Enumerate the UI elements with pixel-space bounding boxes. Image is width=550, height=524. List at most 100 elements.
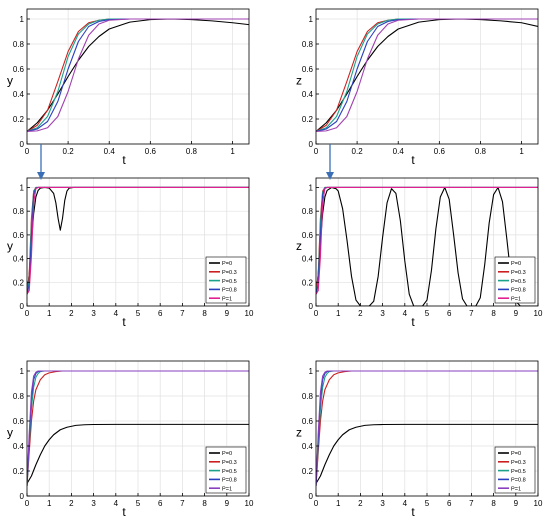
x-tick-label: 7 — [180, 309, 185, 318]
y-tick-label: 0.8 — [302, 40, 314, 49]
y-tick-label: 0.8 — [302, 392, 314, 401]
series-line-4 — [27, 370, 249, 487]
y-tick-label: 0 — [309, 140, 314, 149]
legend-label: P=0 — [222, 261, 232, 267]
x-tick-label: 3 — [91, 309, 96, 318]
x-tick-label: 7 — [469, 309, 474, 318]
x-tick-label: 3 — [380, 499, 385, 508]
y-axis-label: y — [7, 426, 13, 440]
y-tick-label: 0.6 — [13, 417, 25, 426]
x-tick-label: 4 — [403, 309, 408, 318]
x-tick-label: 0 — [314, 147, 319, 156]
legend-label: P=0.8 — [511, 288, 526, 294]
x-tick-label: 0.6 — [434, 147, 446, 156]
x-tick-label: 0 — [314, 499, 319, 508]
series-line-4 — [27, 18, 249, 133]
x-tick-label: 10 — [534, 309, 543, 318]
x-tick-label: 0.8 — [186, 147, 198, 156]
legend-label: P=0.8 — [222, 288, 237, 294]
x-tick-label: 6 — [158, 499, 163, 508]
series-line-0 — [316, 423, 538, 484]
x-tick-label: 4 — [114, 309, 119, 318]
y-tick-label: 0.2 — [13, 115, 25, 124]
y-tick-label: 0.2 — [13, 278, 25, 287]
x-tick-label: 9 — [225, 499, 230, 508]
x-tick-label: 8 — [202, 499, 207, 508]
x-tick-label: 1 — [336, 499, 341, 508]
x-axis-label: t — [411, 315, 415, 329]
legend-label: P=0.3 — [222, 460, 237, 466]
y-axis-label: z — [296, 239, 302, 253]
legend-label: P=0 — [511, 261, 521, 267]
series-line-0 — [316, 186, 538, 306]
chart-top-right: 0 0.2 0.4 0.6 0.8 1 0 0.2 0.4 0.6 0.8 1 t z — [296, 8, 539, 167]
legend-label: P=0.8 — [511, 478, 526, 484]
legend: P=0 P=0.3 P=0.5 P=0.8 P=1 — [205, 256, 247, 304]
plot-frame — [26, 8, 250, 145]
y-tick-label: 0.4 — [302, 442, 314, 451]
series-line-4 — [316, 370, 538, 487]
legend-label: P=0 — [511, 451, 521, 457]
y-tick-label: 1 — [20, 183, 25, 192]
x-tick-label: 8 — [491, 499, 496, 508]
x-tick-label: 5 — [136, 499, 141, 508]
y-tick-label: 0.2 — [302, 278, 314, 287]
x-tick-label: 0.2 — [352, 147, 364, 156]
legend-label: P=0.3 — [511, 270, 526, 276]
series-line-1 — [316, 18, 538, 132]
y-tick-label: 0.6 — [302, 417, 314, 426]
x-tick-label: 0 — [25, 309, 30, 318]
y-tick-label: 0.6 — [302, 65, 314, 74]
y-axis-label: z — [296, 74, 302, 88]
x-tick-label: 0 — [25, 147, 30, 156]
x-tick-label: 4 — [114, 499, 119, 508]
y-tick-label: 1 — [20, 15, 25, 24]
y-tick-label: 0.8 — [13, 207, 25, 216]
y-tick-label: 0 — [309, 302, 314, 311]
x-tick-label: 1 — [47, 309, 52, 318]
x-tick-label: 1 — [47, 499, 52, 508]
y-tick-label: 0 — [309, 492, 314, 501]
series-line-0 — [27, 18, 249, 132]
y-tick-label: 0 — [20, 492, 25, 501]
legend-label: P=1 — [222, 296, 232, 302]
legend-label: P=1 — [511, 296, 521, 302]
y-tick-label: 1 — [309, 183, 314, 192]
x-tick-label: 3 — [91, 499, 96, 508]
legend-label: P=0.3 — [511, 460, 526, 466]
legend: P=0 P=0.3 P=0.5 P=0.8 P=1 — [494, 256, 536, 304]
x-tick-label: 1 — [519, 147, 524, 156]
x-tick-label: 1 — [336, 309, 341, 318]
y-tick-label: 0.6 — [13, 65, 25, 74]
x-tick-label: 5 — [136, 309, 141, 318]
y-tick-label: 0.2 — [13, 467, 25, 476]
x-tick-label: 6 — [447, 499, 452, 508]
legend-label: P=0.5 — [511, 279, 526, 285]
legend: P=0 P=0.3 P=0.5 P=0.8 P=1 — [205, 446, 247, 494]
y-tick-label: 1 — [309, 15, 314, 24]
legend-label: P=0.5 — [511, 469, 526, 475]
x-tick-label: 0.4 — [104, 147, 116, 156]
series-line-4 — [316, 18, 538, 133]
legend: P=0 P=0.3 P=0.5 P=0.8 P=1 — [494, 446, 536, 494]
series-line-1 — [27, 18, 249, 132]
x-axis-label: t — [122, 315, 126, 329]
x-axis-label: t — [122, 505, 126, 519]
legend-label: P=0 — [222, 451, 232, 457]
y-tick-label: 0.8 — [13, 40, 25, 49]
x-tick-label: 10 — [245, 309, 254, 318]
series-line-4 — [27, 186, 249, 295]
y-tick-label: 0 — [20, 140, 25, 149]
chart-middle-left: 0 1 2 3 4 5 6 7 8 9 10 0 0.2 0.4 0.6 0.8 1 t y P=0 P=0.3 P=0.… — [7, 177, 254, 329]
y-tick-label: 0.2 — [302, 115, 314, 124]
x-tick-label: 10 — [534, 499, 543, 508]
x-tick-label: 8 — [202, 309, 207, 318]
y-tick-label: 0.6 — [13, 231, 25, 240]
legend-label: P=0.5 — [222, 279, 237, 285]
x-tick-label: 0.8 — [475, 147, 487, 156]
y-tick-label: 0.8 — [13, 392, 25, 401]
x-tick-label: 2 — [69, 499, 74, 508]
y-tick-label: 0.4 — [13, 90, 25, 99]
x-tick-label: 3 — [380, 309, 385, 318]
